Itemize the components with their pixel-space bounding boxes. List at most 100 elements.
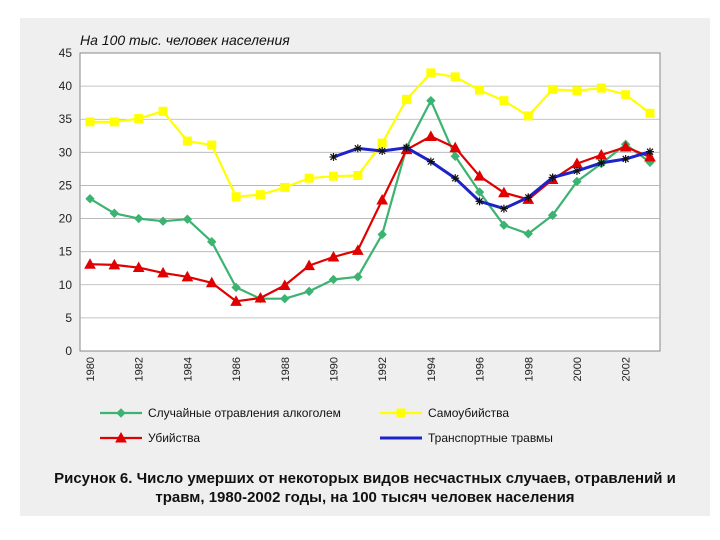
x-tick-label: 1992: [377, 357, 389, 381]
legend: Случайные отравления алкоголем Самоубийст…: [100, 406, 553, 445]
y-tick-label: 5: [65, 311, 72, 325]
data-point: [378, 147, 387, 156]
data-point: [157, 266, 169, 278]
data-point: [304, 286, 314, 297]
y-tick-label: 25: [59, 178, 73, 192]
data-point: [426, 95, 436, 106]
data-point: [548, 84, 558, 94]
data-point: [115, 431, 127, 443]
data-point: [85, 193, 95, 204]
legend-item-4: Транспортные травмы: [380, 431, 553, 445]
figure-caption-line1: Рисунок 6. Число умерших от некоторых ви…: [54, 470, 676, 487]
data-point: [133, 213, 144, 224]
y-tick-label: 20: [59, 212, 73, 226]
data-point: [572, 166, 581, 175]
data-point: [474, 187, 485, 197]
data-point: [596, 83, 606, 93]
legend-label: Убийства: [148, 431, 200, 445]
data-point: [351, 244, 364, 255]
data-point: [231, 282, 241, 293]
data-point: [134, 114, 144, 124]
data-point: [425, 130, 437, 141]
y-tick-labels: 0 5 10 15 20 25 30 35 40 45: [59, 46, 73, 358]
data-point: [426, 68, 436, 78]
data-point: [231, 192, 241, 202]
data-point: [498, 186, 510, 198]
grid: [80, 85, 660, 319]
data-point: [84, 258, 96, 269]
figure-caption-line2: травм, 1980-2002 годы, на 100 тысяч чело…: [155, 489, 575, 506]
x-tick-label: 1984: [182, 357, 194, 381]
data-point: [396, 408, 406, 418]
data-point: [116, 408, 126, 418]
y-tick-label: 45: [59, 46, 73, 60]
plot-area: [79, 52, 661, 352]
data-point: [353, 272, 363, 282]
data-point: [619, 141, 632, 152]
x-tick-label: 1996: [475, 357, 487, 381]
data-point: [328, 171, 338, 181]
data-point: [645, 108, 655, 118]
data-point: [473, 170, 486, 181]
x-tick-label: 1988: [280, 357, 292, 381]
legend-label: Случайные отравления алкоголем: [148, 406, 341, 420]
legend-item-3: Убийства: [100, 431, 200, 445]
data-point: [132, 261, 145, 273]
data-point: [548, 173, 557, 182]
data-point: [158, 216, 168, 226]
data-point: [207, 237, 217, 247]
data-point: [278, 279, 291, 290]
y-tick-label: 10: [59, 278, 73, 292]
legend-item-1: Случайные отравления алкоголем: [100, 406, 341, 420]
series-4: [329, 143, 654, 213]
x-tick-labels: 1980 1982 1984 1986 1988 1990 1992 1994 1996 1998…: [85, 357, 633, 381]
data-point: [280, 182, 290, 192]
y-tick-label: 15: [59, 245, 73, 259]
data-point: [158, 106, 168, 116]
data-point: [109, 208, 120, 218]
series-1: [85, 95, 655, 304]
data-point: [255, 190, 265, 200]
data-point: [621, 90, 631, 100]
data-point: [402, 94, 412, 104]
legend-label: Самоубийства: [428, 406, 509, 420]
data-point: [499, 96, 509, 106]
data-point: [450, 72, 460, 82]
x-tick-label: 1990: [328, 357, 340, 381]
data-point: [85, 117, 95, 127]
data-point: [108, 258, 121, 270]
data-point: [451, 174, 460, 183]
y-tick-label: 30: [59, 145, 73, 159]
data-point: [376, 193, 389, 205]
data-point: [353, 144, 362, 153]
data-point: [621, 154, 630, 163]
data-point: [523, 229, 533, 239]
chart-title: На 100 тыс. человек населения: [80, 32, 290, 48]
data-point: [475, 197, 484, 206]
chart-panel: На 100 тыс. человек населения 0 5 10 15 20 25…: [20, 18, 710, 516]
data-point: [207, 140, 217, 150]
data-point: [205, 276, 218, 288]
data-point: [547, 210, 558, 220]
data-point: [304, 173, 314, 183]
series-2: [85, 68, 655, 202]
x-tick-label: 1998: [523, 357, 535, 381]
data-point: [377, 138, 387, 148]
data-point: [523, 111, 533, 121]
data-point: [377, 229, 387, 240]
data-point: [182, 214, 193, 224]
x-tick-label: 2002: [621, 357, 633, 381]
data-point: [450, 151, 460, 162]
data-point: [475, 85, 485, 95]
data-point: [254, 291, 267, 303]
data-point: [353, 171, 363, 181]
data-point: [280, 293, 290, 304]
data-point: [499, 220, 509, 230]
x-tick-label: 1982: [134, 357, 146, 381]
chart: На 100 тыс. человек населения 0 5 10 15 20 25…: [59, 32, 661, 445]
data-point: [449, 141, 462, 153]
data-point: [181, 270, 194, 282]
data-point: [572, 176, 582, 187]
data-point: [328, 274, 339, 285]
data-point: [182, 136, 192, 146]
